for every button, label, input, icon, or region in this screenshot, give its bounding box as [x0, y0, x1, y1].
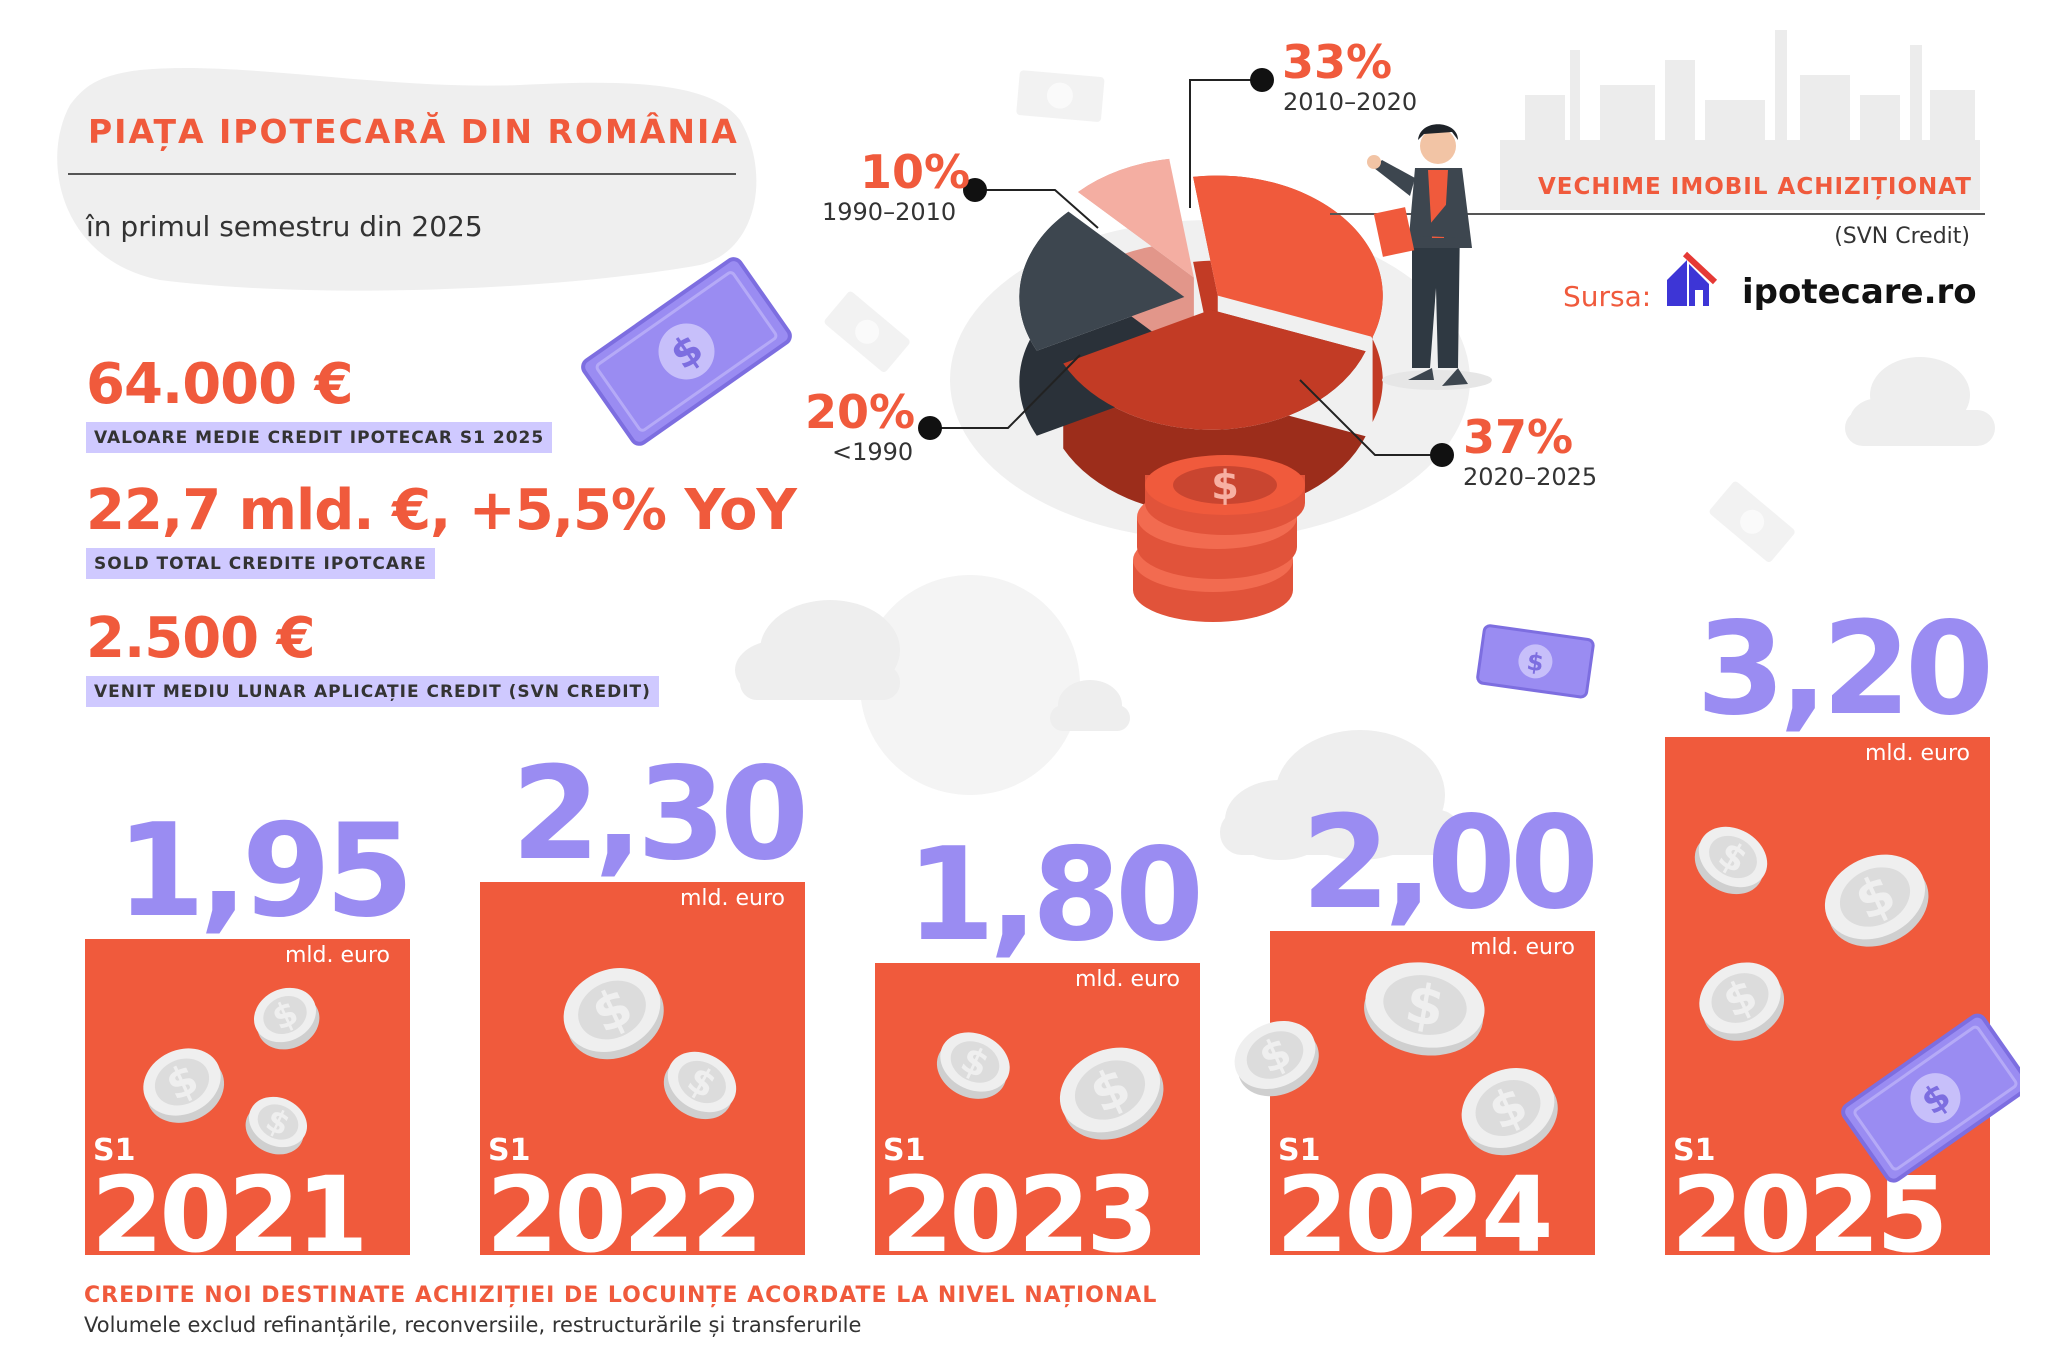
ipotecare-logo-icon: [1663, 250, 1723, 308]
pie-range-before-1990: <1990: [832, 438, 913, 466]
page-subtitle: în primul semestru din 2025: [86, 210, 483, 243]
title-divider: [68, 173, 736, 175]
banknote-icon: [823, 290, 911, 374]
banknote-icon: [1708, 480, 1796, 564]
banknote-icon: $: [580, 256, 793, 447]
page-title: PIAȚA IPOTECARĂ DIN ROMÂNIA: [88, 112, 739, 151]
bar-value-label: 1,95: [116, 797, 408, 946]
stat-label-avg-income: VENIT MEDIU LUNAR APLICAȚIE CREDIT (SVN …: [86, 676, 659, 707]
bar-unit-label: mld. euro: [680, 886, 785, 911]
pie-pct-2010-2020: 33%: [1282, 35, 1392, 89]
presenter-illustration: [1320, 118, 1500, 418]
pie-range-1990-2010: 1990–2010: [822, 198, 956, 226]
stat-value-avg-income: 2.500 €: [86, 606, 315, 671]
footer-title: CREDITE NOI DESTINATE ACHIZIȚIEI DE LOCU…: [84, 1283, 1157, 1308]
footer-note: Volumele exclud refinanțările, reconvers…: [84, 1313, 861, 1337]
bar-year-label: 2024: [1276, 1163, 1549, 1255]
stat-label-avg-credit: VALOARE MEDIE CREDIT IPOTECAR S1 2025: [86, 422, 552, 453]
pie-range-2020-2025: 2020–2025: [1463, 463, 1597, 491]
bar-value-label: 2,00: [1301, 789, 1593, 938]
header-blob: [57, 68, 756, 291]
pie-section-note: (SVN Credit): [1834, 224, 1970, 249]
pie-range-2010-2020: 2010–2020: [1283, 88, 1417, 116]
banknote-icon: [1016, 70, 1105, 122]
banknote-icon: $: [1477, 625, 1594, 698]
bar-year-label: 2022: [486, 1163, 759, 1255]
pie-pct-before-1990: 20%: [805, 385, 915, 439]
bar-year-label: 2023: [881, 1163, 1154, 1255]
bar-unit-label: mld. euro: [285, 943, 390, 968]
bar-unit-label: mld. euro: [1470, 935, 1575, 960]
pie-pct-1990-2010: 10%: [860, 145, 970, 199]
bar-value-label: 1,80: [906, 821, 1198, 970]
coin-stack-icon: $: [1125, 455, 1325, 635]
source-name: ipotecare.ro: [1742, 272, 1977, 312]
bar-unit-label: mld. euro: [1075, 967, 1180, 992]
bar-year-label: 2021: [91, 1163, 364, 1255]
stat-label-total-balance: SOLD TOTAL CREDITE IPOTCARE: [86, 548, 435, 579]
cloud-icon: [1845, 357, 1995, 446]
stat-value-total-balance: 22,7 mld. €, +5,5% YoY: [86, 478, 796, 543]
source-label: Sursa:: [1563, 280, 1651, 313]
svg-text:$: $: [1211, 463, 1239, 509]
banknote-icon: $: [1820, 985, 2020, 1185]
bar-unit-label: mld. euro: [1865, 741, 1970, 766]
pie-section-title: VECHIME IMOBIL ACHIZIȚIONAT: [1538, 174, 1972, 200]
stat-value-avg-credit: 64.000 €: [86, 352, 353, 417]
bar-value-label: 3,20: [1696, 595, 1988, 744]
bar-value-label: 2,30: [511, 740, 803, 889]
cloud-icon: [735, 600, 900, 700]
pie-pct-2020-2025: 37%: [1463, 410, 1573, 464]
